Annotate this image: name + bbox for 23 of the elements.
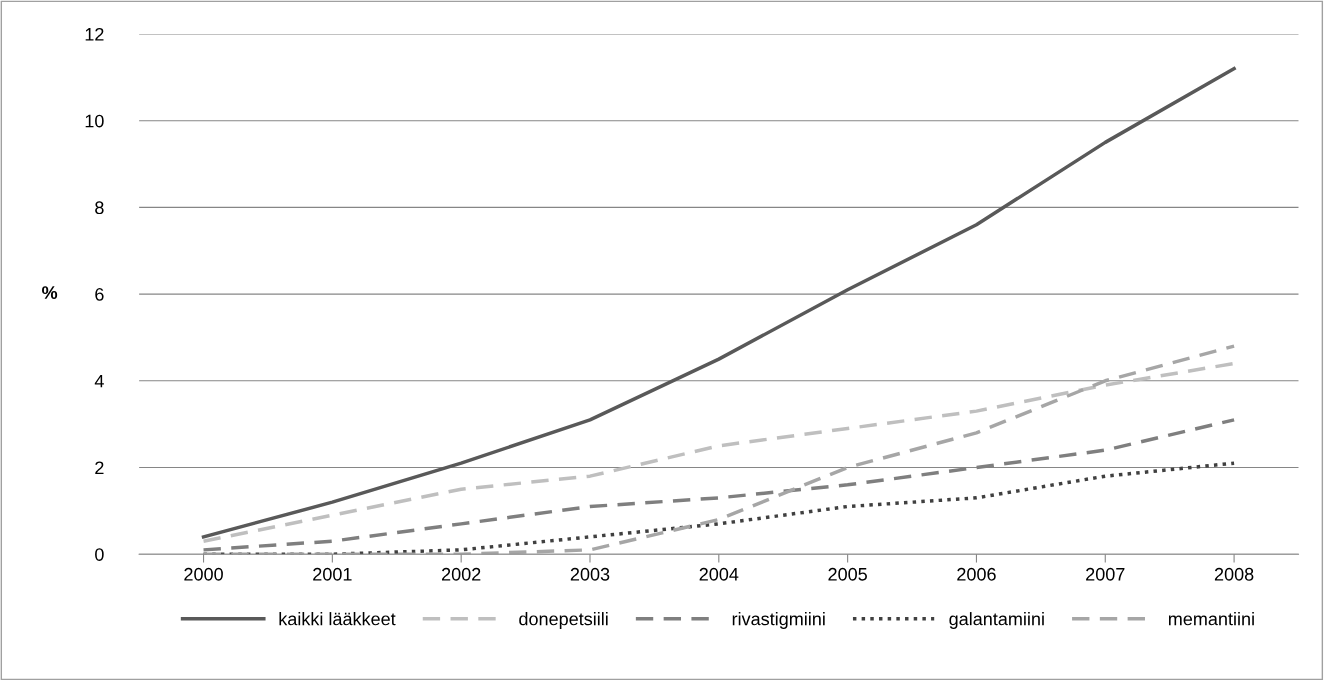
y-tick-label: 6 xyxy=(95,288,104,301)
line-series xyxy=(201,66,1236,539)
x-tick-label: 2002 xyxy=(442,567,481,581)
x-tick-label: 2008 xyxy=(1214,567,1254,581)
y-tick-label: 10 xyxy=(85,114,104,128)
y-tick-label: 2 xyxy=(95,461,104,475)
legend-label: rivastigmiini xyxy=(732,612,825,629)
y-axis-title: % xyxy=(42,286,58,299)
legend-label: memantiini xyxy=(1168,612,1254,626)
legend-label: donepetsiili xyxy=(519,612,608,629)
x-tick-label: 2005 xyxy=(828,567,867,581)
y-tick-label: 8 xyxy=(95,201,104,215)
x-tick-label: 2003 xyxy=(570,567,610,581)
x-tick-label: 2007 xyxy=(1086,567,1125,581)
legend-label: kaikki lääkkeet xyxy=(279,612,396,626)
x-tick-label: 2006 xyxy=(957,567,996,581)
y-tick-label: 12 xyxy=(85,27,104,41)
x-tick-label: 2004 xyxy=(699,567,739,581)
legend-label: galantamiini xyxy=(949,612,1044,629)
x-tick-label: 2001 xyxy=(313,567,352,581)
y-tick-label: 4 xyxy=(94,374,104,388)
x-tick-label: 2000 xyxy=(184,567,223,581)
y-tick-label: 0 xyxy=(95,548,104,561)
